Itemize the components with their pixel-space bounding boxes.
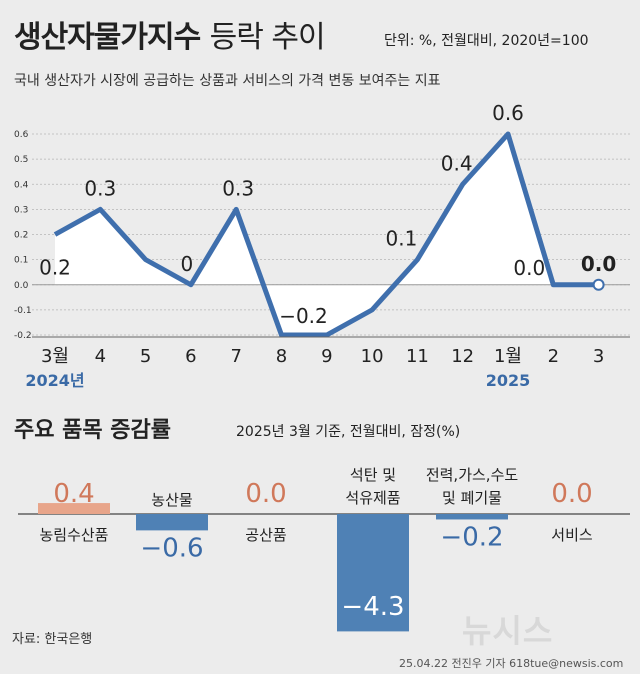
bar-value-label: 0.4 [53,479,94,509]
chart-title: 생산자물가지수 등락 추이 [14,20,326,55]
y-tick-label: -0.1 [14,306,32,316]
y-tick-label: 0.4 [14,180,29,190]
x-tick-label: 10 [361,346,384,367]
data-label: 0.3 [84,176,116,200]
data-label: 0.6 [492,101,524,125]
bar-value-label: −4.3 [341,592,404,622]
data-label: 0.3 [222,176,254,200]
bar [436,514,508,520]
y-tick-label: 0.2 [14,231,28,241]
bar-category-label: 석탄 및 [350,466,396,484]
unit-note: 단위: %, 전월대비, 2020년=100 [384,33,589,49]
bar-category-label: 농림수산품 [39,526,108,544]
data-label: −0.2 [279,304,328,328]
line-chart: 0.6 0.5 0.4 0.3 0.2 0.1 0.0 -0.1 -0.2 3월 4 5 6 7 8 9 10 1… [14,101,630,390]
y-tick-label: 0.1 [14,256,28,266]
bar-value-label: 0.0 [245,479,286,509]
data-label: 0 [181,252,194,276]
data-label: 0.2 [39,256,71,280]
data-label: 0.1 [385,227,417,251]
x-tick-label: 6 [185,346,196,367]
bar [136,514,208,531]
x-tick-label: 2 [548,346,559,367]
section-title: 주요 품목 증감률 [14,418,171,443]
bar-value-label: −0.6 [140,533,203,563]
data-point [592,278,605,291]
x-tick-label: 12 [451,346,474,367]
source-note: 자료: 한국은행 [12,632,93,647]
series-line [53,131,599,338]
x-tick-label: 7 [230,346,241,367]
y-tick-label: 0.0 [14,281,29,291]
year-label: 2025 [486,371,531,390]
bar-category-label: 및 폐기물 [442,489,502,507]
bar-category-label: 전력,가스,수도 [426,466,519,484]
bar-category-label: 농산물 [151,491,192,509]
x-tick-label: 9 [321,346,332,367]
credit-line: 25.04.22 전진우 기자 618tue@newsis.com [399,657,624,670]
x-tick-label: 5 [140,346,151,367]
y-tick-label: 0.6 [14,130,29,140]
bar [337,514,409,632]
y-tick-label: 0.5 [14,155,28,165]
bar-category-label: 서비스 [551,526,593,544]
y-tick-label: -0.2 [14,331,32,341]
x-tick-label: 4 [95,346,106,367]
newsis-logo: 뉴시스 [462,612,554,650]
data-label: 0.4 [441,151,473,175]
bar-value-label: 0.0 [551,479,592,509]
x-tick-label: 11 [406,346,429,367]
section-note: 2025년 3월 기준, 전월대비, 잠정(%) [236,424,461,440]
x-tick-label: 8 [276,346,287,367]
data-label: 0.0 [513,256,545,280]
bar-category-label: 공산품 [245,526,286,544]
y-tick-label: 0.3 [14,205,28,215]
chart-subtitle: 국내 생산자가 시장에 공급하는 상품과 서비스의 가격 변동 보여주는 지표 [14,73,441,89]
x-tick-label: 3 [593,346,604,367]
data-label: 0.0 [581,252,616,276]
bar [38,503,110,514]
year-label: 2024년 [25,371,84,390]
bar-category-label: 석유제품 [345,489,400,507]
x-tick-label: 1월 [494,346,522,367]
bar-value-label: −0.2 [440,522,503,552]
x-tick-label: 3월 [41,346,69,367]
